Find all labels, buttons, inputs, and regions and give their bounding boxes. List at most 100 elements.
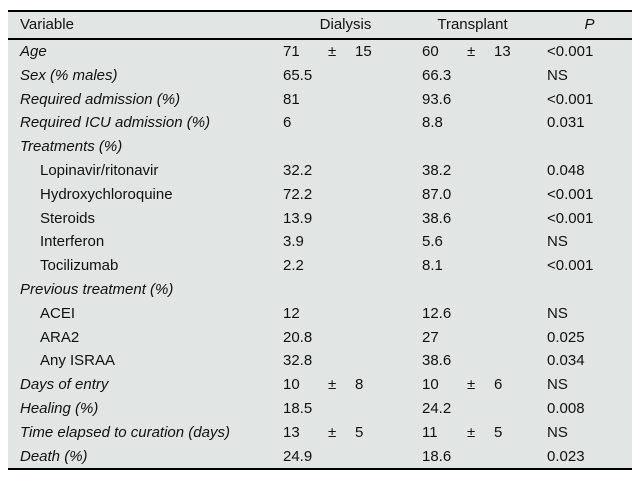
transplant-mean: 93.6	[422, 90, 452, 108]
row-label: ACEI	[40, 304, 76, 322]
plus-minus-sign: ±	[467, 423, 476, 441]
transplant-value: 10 ±6	[422, 373, 547, 397]
table-row: Age 71 ±15 60 ±13 <0.001	[8, 40, 632, 64]
p-value: NS	[547, 66, 568, 84]
transplant-value: 93.6	[422, 88, 547, 112]
plus-minus-sign: ±	[467, 376, 476, 394]
row-label: Required ICU admission (%)	[20, 114, 211, 132]
dialysis-mean: 32.8	[283, 352, 313, 370]
row-label: Lopinavir/ritonavir	[40, 161, 159, 179]
p-value: <0.001	[547, 43, 594, 60]
header-dialysis: Dialysis	[319, 16, 372, 33]
dialysis-value: 2.2	[283, 254, 422, 278]
row-label: Hydroxychloroquine	[40, 185, 173, 203]
row-label: ARA2	[40, 328, 80, 346]
table-row: Previous treatment (%)	[8, 278, 632, 302]
transplant-value: 24.2	[422, 397, 547, 421]
row-label: Interferon	[40, 233, 105, 251]
transplant-value: 38.6	[422, 349, 547, 373]
dialysis-value: 81	[283, 88, 422, 112]
table-row: Sex (% males) 65.5 66.3 NS	[8, 64, 632, 88]
row-label: Age	[20, 43, 47, 60]
p-value: 0.031	[547, 114, 585, 132]
row-label: Death (%)	[20, 447, 88, 465]
p-value: 0.034	[547, 352, 585, 370]
dialysis-sd: 8	[355, 376, 364, 394]
p-value: NS	[547, 423, 568, 441]
dialysis-mean: 20.8	[283, 328, 313, 346]
transplant-value: 38.6	[422, 207, 547, 231]
dialysis-value: 71 ±15	[283, 40, 422, 64]
p-value: <0.001	[547, 209, 594, 227]
table-row: ACEI 12 12.6 NS	[8, 302, 632, 326]
table-row: Required admission (%) 81 93.6 <0.001	[8, 88, 632, 112]
table-row: Death (%) 24.9 18.6 0.023	[8, 445, 632, 469]
plus-minus-sign: ±	[467, 43, 476, 60]
transplant-sd: 5	[494, 423, 503, 441]
dialysis-mean: 2.2	[283, 257, 304, 275]
transplant-value: 8.1	[422, 254, 547, 278]
row-label: Any ISRAA	[40, 352, 116, 370]
p-value: 0.025	[547, 328, 585, 346]
dialysis-sd: 15	[355, 43, 372, 60]
transplant-mean: 87.0	[422, 185, 452, 203]
transplant-value: 5.6	[422, 230, 547, 254]
dialysis-value: 24.9	[283, 445, 422, 469]
dialysis-mean: 3.9	[283, 233, 304, 251]
p-value: NS	[547, 376, 568, 394]
table-row: ARA2 20.8 27 0.025	[8, 326, 632, 350]
table-body: Age 71 ±15 60 ±13 <0.001 Sex (% males) 65.…	[8, 40, 632, 468]
plus-minus-sign: ±	[328, 423, 337, 441]
dialysis-mean: 10	[283, 376, 300, 394]
dialysis-value: 12	[283, 302, 422, 326]
transplant-value: 66.3	[422, 64, 547, 88]
dialysis-sd: 5	[355, 423, 364, 441]
dialysis-mean: 72.2	[283, 185, 313, 203]
row-label: Previous treatment (%)	[20, 280, 174, 298]
p-value: <0.001	[547, 257, 594, 275]
p-value: <0.001	[547, 185, 594, 203]
transplant-sd: 6	[494, 376, 503, 394]
transplant-mean: 8.8	[422, 114, 443, 132]
transplant-mean: 66.3	[422, 66, 452, 84]
transplant-mean: 38.2	[422, 161, 452, 179]
dialysis-mean: 13.9	[283, 209, 313, 227]
transplant-mean: 38.6	[422, 209, 452, 227]
row-label: Time elapsed to curation (days)	[20, 423, 230, 441]
dialysis-value: 20.8	[283, 326, 422, 350]
transplant-mean: 18.6	[422, 447, 452, 465]
dialysis-mean: 18.5	[283, 399, 313, 417]
dialysis-mean: 13	[283, 423, 300, 441]
dialysis-value: 6	[283, 111, 422, 135]
transplant-mean: 8.1	[422, 257, 443, 275]
table-row: Steroids 13.9 38.6 <0.001	[8, 207, 632, 231]
transplant-value: 87.0	[422, 183, 547, 207]
plus-minus-sign: ±	[328, 376, 337, 394]
p-value: <0.001	[547, 90, 594, 108]
row-label: Healing (%)	[20, 399, 99, 417]
transplant-mean: 5.6	[422, 233, 443, 251]
p-value: 0.008	[547, 399, 585, 417]
row-label: Tocilizumab	[40, 257, 119, 275]
dialysis-value: 65.5	[283, 64, 422, 88]
dialysis-mean: 81	[283, 90, 300, 108]
transplant-mean: 12.6	[422, 304, 452, 322]
transplant-mean: 10	[422, 376, 439, 394]
dialysis-value: 18.5	[283, 397, 422, 421]
dialysis-value: 10 ±8	[283, 373, 422, 397]
dialysis-value: 72.2	[283, 183, 422, 207]
transplant-mean: 60	[422, 43, 439, 60]
transplant-sd: 13	[494, 43, 511, 60]
dialysis-value: 13.9	[283, 207, 422, 231]
transplant-value: 12.6	[422, 302, 547, 326]
table-row: Treatments (%)	[8, 135, 632, 159]
transplant-value: 11 ±5	[422, 421, 547, 445]
transplant-mean: 11	[422, 423, 438, 441]
p-value: NS	[547, 233, 568, 251]
dialysis-mean: 65.5	[283, 66, 313, 84]
dialysis-mean: 71	[283, 43, 300, 60]
table-row: Hydroxychloroquine 72.2 87.0 <0.001	[8, 183, 632, 207]
transplant-value: 8.8	[422, 111, 547, 135]
plus-minus-sign: ±	[328, 43, 337, 60]
